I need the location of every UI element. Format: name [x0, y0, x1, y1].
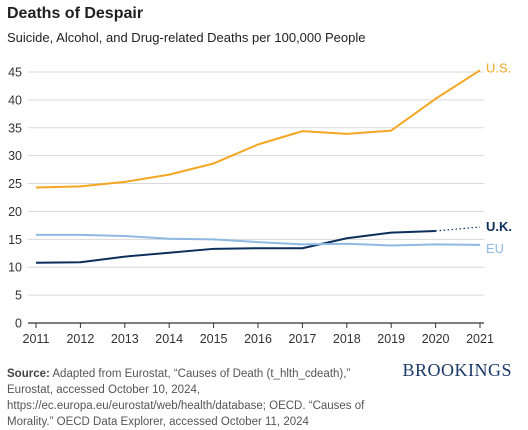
brookings-logo: BROOKINGS: [402, 360, 512, 380]
line-chart: 0 5 10 15 20 25 30 35 40 45 2011 2012 2013 2014 2015 20…: [8, 60, 512, 346]
series-label-eu: EU: [486, 241, 504, 256]
y-tick-label-45: 45: [8, 66, 22, 80]
x-tick-label-2018: 2018: [333, 332, 361, 346]
x-tick-label-2017: 2017: [288, 332, 316, 346]
y-tick-label-0: 0: [15, 317, 22, 331]
x-tick-label-2011: 2011: [23, 332, 50, 346]
y-tick-label-5: 5: [15, 289, 22, 303]
source-label: Source:: [7, 368, 50, 380]
y-tick-label-20: 20: [8, 205, 22, 219]
source-note: Source: Adapted from Eurostat, “Causes o…: [7, 366, 397, 430]
x-tick-label-2021: 2021: [466, 332, 494, 346]
x-tick-label-2014: 2014: [155, 332, 183, 346]
source-text: Adapted from Eurostat, “Causes of Death …: [7, 368, 365, 428]
x-tick-label-2019: 2019: [377, 332, 405, 346]
series-line-eu: [36, 233, 481, 247]
x-tick-label-2016: 2016: [244, 332, 272, 346]
series-line-us: [35, 69, 481, 189]
x-tick-label-2020: 2020: [422, 332, 450, 346]
series-label-us: U.S.: [486, 60, 511, 75]
y-tick-label-35: 35: [8, 121, 22, 135]
y-tick-label-40: 40: [8, 93, 22, 107]
chart-subtitle: Suicide, Alcohol, and Drug-related Death…: [7, 30, 366, 45]
x-tick-label-2012: 2012: [66, 332, 94, 346]
x-tick-label-2015: 2015: [200, 332, 228, 346]
x-tick-label-2013: 2013: [111, 332, 139, 346]
chart-title: Deaths of Despair: [7, 5, 144, 22]
y-tick-label-15: 15: [8, 233, 22, 247]
y-tick-label-30: 30: [8, 149, 22, 163]
y-tick-label-25: 25: [8, 177, 22, 191]
series-line-uk: [35, 229, 436, 264]
y-tick-label-10: 10: [8, 261, 22, 275]
series-label-uk: U.K.: [486, 219, 512, 234]
series-projection-uk: [435, 226, 481, 232]
